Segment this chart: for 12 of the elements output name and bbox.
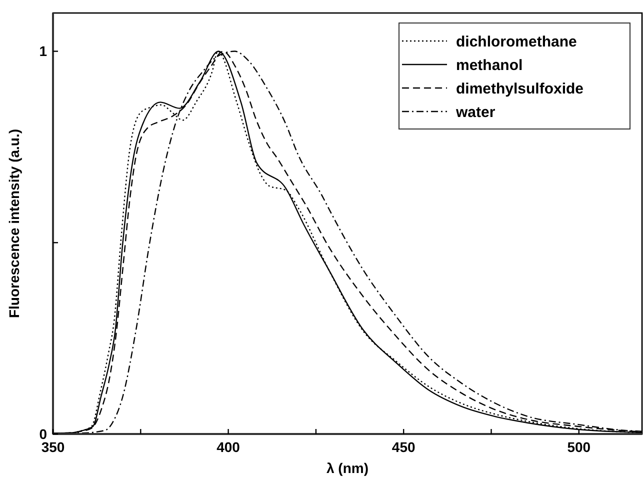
x-tick-label: 500	[567, 439, 591, 455]
legend-label: methanol	[456, 56, 523, 74]
y-tick-label: 1	[39, 43, 48, 60]
legend-label: dimethylsulfoxide	[456, 80, 584, 98]
y-axis-title: Fluorescence intensity (a.u.)	[6, 128, 22, 318]
x-tick-label: 450	[392, 439, 416, 455]
y-tick-label: 0	[39, 426, 48, 442]
x-axis-title: λ (nm)	[326, 460, 368, 476]
legend-label: dichloromethane	[456, 33, 577, 50]
legend-label: water	[455, 104, 496, 121]
x-tick-label: 400	[216, 439, 240, 455]
x-tick-label: 350	[41, 439, 65, 455]
